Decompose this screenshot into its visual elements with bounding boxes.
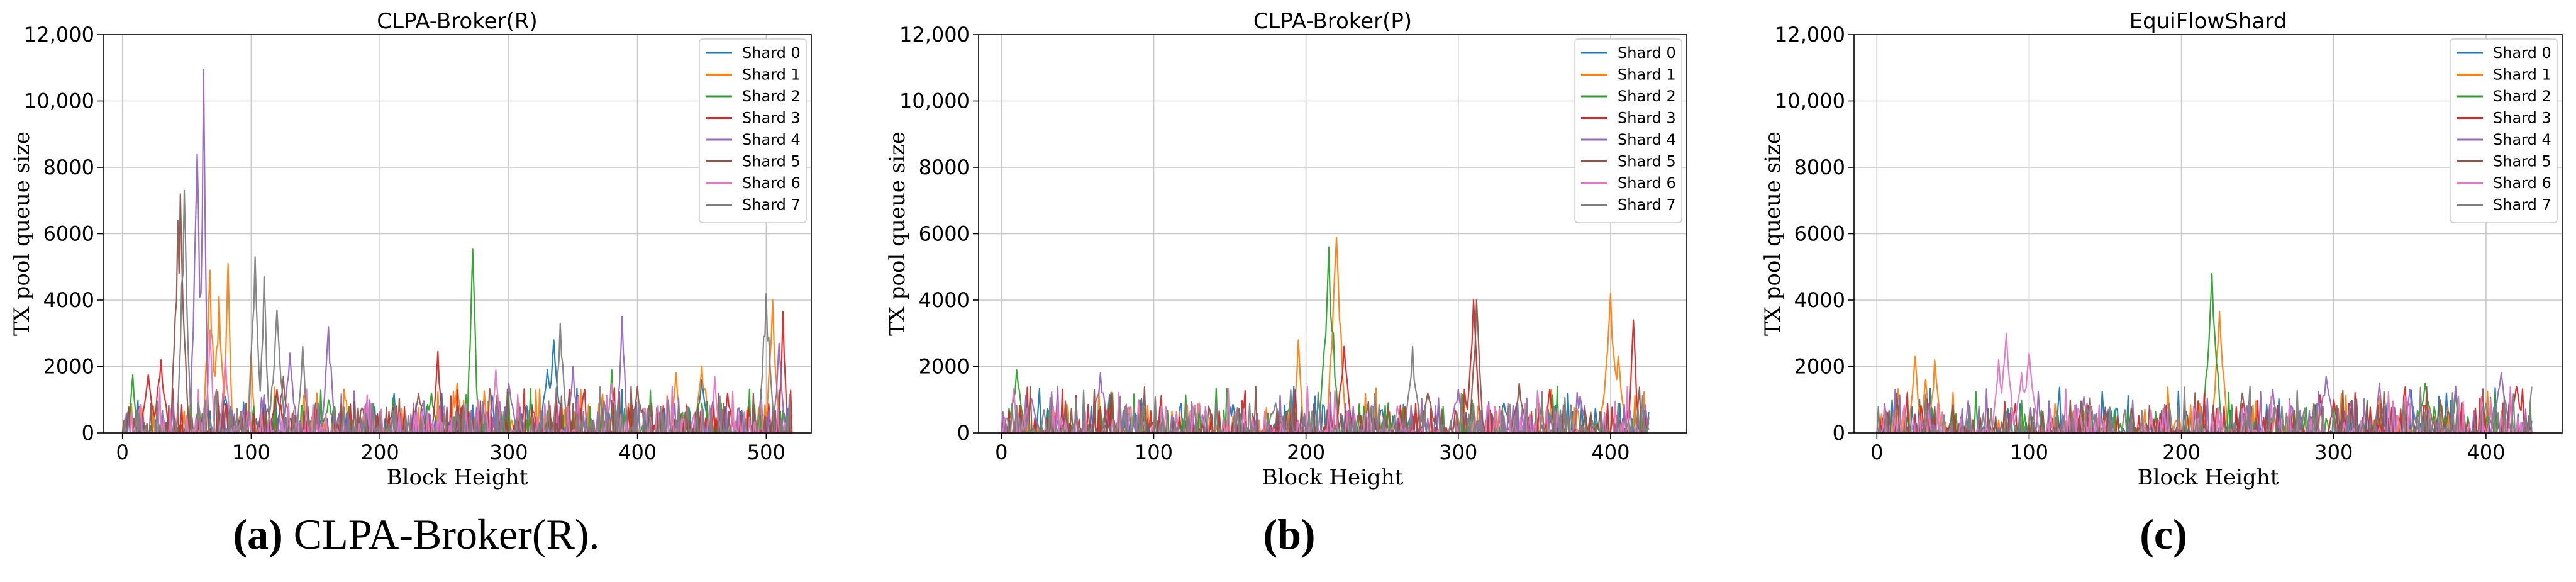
- legend-label-shard-4: Shard 4: [1618, 131, 1676, 148]
- x-tick-label: 200: [2162, 440, 2201, 464]
- legend-label-shard-3: Shard 3: [742, 109, 801, 127]
- y-tick-label: 10,000: [1775, 89, 1845, 113]
- y-tick-label: 8000: [1794, 155, 1845, 179]
- chart-panel-1: 0 100 200 300 4000200040006000800010,00012,0…: [885, 9, 1687, 490]
- legend-label-shard-3: Shard 3: [2493, 109, 2551, 127]
- chart-title: EquiFlowShard: [2129, 9, 2287, 34]
- legend-label-shard-1: Shard 1: [1618, 66, 1676, 84]
- caption-a-label: (a): [233, 510, 283, 558]
- y-tick-label: 6000: [1794, 222, 1845, 246]
- legend-label-shard-5: Shard 5: [742, 153, 801, 171]
- y-tick-label: 0: [82, 421, 94, 445]
- chart-title: CLPA-Broker(P): [1253, 9, 1412, 34]
- legend-label-shard-6: Shard 6: [2493, 174, 2551, 192]
- legend-label-shard-7: Shard 7: [2493, 196, 2551, 214]
- legend-label-shard-1: Shard 1: [2493, 66, 2551, 84]
- chart-panel-2: 0 100 200 300 4000200040006000800010,00012,0…: [1760, 9, 2563, 490]
- x-tick-label: 200: [361, 440, 399, 464]
- y-tick-label: 6000: [919, 222, 970, 246]
- x-tick-label: 400: [618, 440, 657, 464]
- y-axis-label: TX pool queue size: [9, 132, 35, 336]
- y-tick-label: 4000: [919, 288, 970, 312]
- x-tick-label: 100: [2010, 440, 2048, 464]
- y-tick-label: 10,000: [899, 89, 970, 113]
- y-tick-label: 2000: [1794, 355, 1845, 379]
- y-tick-label: 12,000: [1775, 23, 1845, 47]
- caption-b-label: (b): [1263, 510, 1316, 558]
- legend: Shard 0 Shard 1 Shard 2 Shard 3 Shard 4 Shard…: [699, 38, 807, 223]
- caption-b: (b): [1263, 510, 1315, 559]
- legend-label-shard-6: Shard 6: [742, 174, 801, 192]
- y-tick-label: 8000: [919, 155, 970, 179]
- y-tick-label: 6000: [43, 222, 94, 246]
- y-tick-label: 4000: [43, 288, 94, 312]
- y-axis-label: TX pool queue size: [885, 132, 910, 336]
- legend-label-shard-0: Shard 0: [2493, 44, 2551, 62]
- legend-label-shard-0: Shard 0: [1618, 44, 1676, 62]
- x-tick-label: 200: [1287, 440, 1325, 464]
- legend-label-shard-2: Shard 2: [742, 87, 801, 105]
- x-axis-label: Block Height: [1262, 465, 1404, 490]
- x-axis-label: Block Height: [387, 465, 528, 490]
- y-tick-label: 4000: [1794, 288, 1845, 312]
- x-tick-label: 400: [1591, 440, 1629, 464]
- legend-label-shard-7: Shard 7: [1618, 196, 1676, 214]
- legend: Shard 0 Shard 1 Shard 2 Shard 3 Shard 4 Shard…: [1574, 38, 1682, 223]
- legend-label-shard-6: Shard 6: [1618, 174, 1676, 192]
- x-axis-label: Block Height: [2138, 465, 2279, 490]
- legend-label-shard-2: Shard 2: [1618, 87, 1676, 105]
- caption-a-text: CLPA-Broker(R).: [282, 510, 600, 558]
- legend: Shard 0 Shard 1 Shard 2 Shard 3 Shard 4 Shard…: [2450, 38, 2558, 223]
- x-tick-label: 300: [1439, 440, 1477, 464]
- x-tick-label: 400: [2467, 440, 2505, 464]
- y-axis-label: TX pool queue size: [1760, 132, 1785, 336]
- x-tick-label: 300: [2314, 440, 2353, 464]
- legend-label-shard-0: Shard 0: [742, 44, 801, 62]
- x-tick-label: 300: [489, 440, 528, 464]
- x-tick-label: 0: [995, 440, 1008, 464]
- y-tick-label: 8000: [43, 155, 94, 179]
- legend-label-shard-3: Shard 3: [1618, 109, 1676, 127]
- y-tick-label: 0: [957, 421, 970, 445]
- x-tick-label: 0: [1870, 440, 1883, 464]
- x-tick-label: 500: [747, 440, 786, 464]
- legend-label-shard-2: Shard 2: [2493, 87, 2551, 105]
- legend-label-shard-4: Shard 4: [2493, 131, 2551, 148]
- caption-a: (a) CLPA-Broker(R).: [233, 510, 600, 559]
- y-tick-label: 0: [1833, 421, 1845, 445]
- legend-label-shard-4: Shard 4: [742, 131, 801, 148]
- legend-box: [1574, 38, 1682, 223]
- caption-c: (c): [2140, 510, 2187, 559]
- legend-label-shard-7: Shard 7: [742, 196, 801, 214]
- legend-box: [699, 38, 807, 223]
- legend-label-shard-5: Shard 5: [2493, 153, 2551, 171]
- y-tick-label: 2000: [43, 355, 94, 379]
- x-tick-label: 100: [232, 440, 270, 464]
- y-tick-label: 10,000: [24, 89, 94, 113]
- chart-panel-0: 0 100 200 300 400 500 0 2000 4000 6000 8000 10,000 1…: [9, 9, 812, 490]
- y-tick-label: 2000: [919, 355, 970, 379]
- x-tick-label: 100: [1135, 440, 1173, 464]
- legend-label-shard-1: Shard 1: [742, 66, 801, 84]
- y-tick-label: 12,000: [899, 23, 970, 47]
- legend-label-shard-5: Shard 5: [1618, 153, 1676, 171]
- caption-c-label: (c): [2140, 510, 2187, 558]
- y-tick-label: 12,000: [24, 23, 94, 47]
- x-tick-label: 0: [116, 440, 129, 464]
- chart-title: CLPA-Broker(R): [377, 9, 537, 34]
- legend-box: [2450, 38, 2558, 223]
